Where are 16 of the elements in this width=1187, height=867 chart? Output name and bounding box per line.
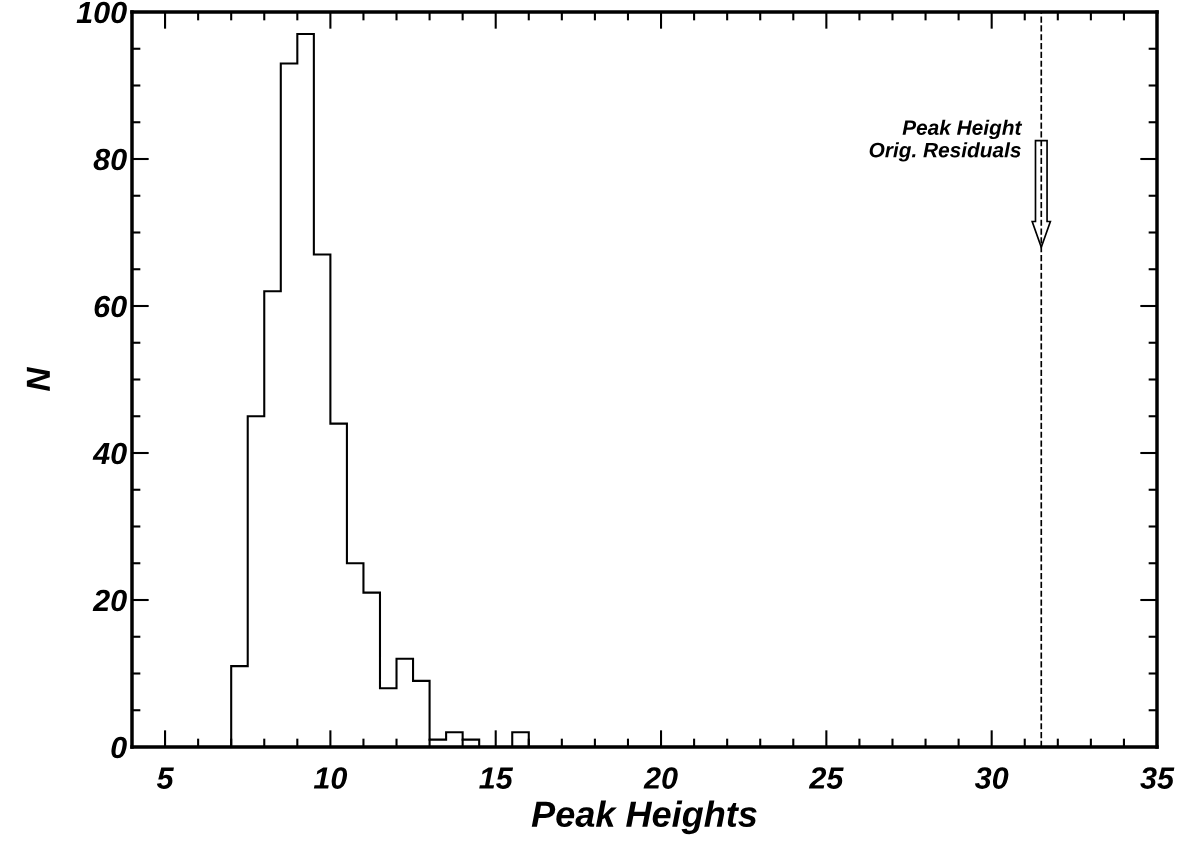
x-tick-label: 20 bbox=[643, 767, 678, 789]
x-tick-label: 35 bbox=[1140, 767, 1175, 789]
x-tick-label: 5 bbox=[156, 767, 174, 789]
y-tick-label: 20 bbox=[92, 589, 127, 612]
x-axis-title: Peak Heights bbox=[531, 800, 757, 835]
x-tick-label: 30 bbox=[974, 767, 1009, 789]
x-tick-label: 15 bbox=[479, 767, 514, 789]
y-tick-label: 100 bbox=[76, 1, 127, 24]
x-tick-label: 10 bbox=[313, 767, 348, 789]
y-axis-title: N bbox=[26, 366, 50, 391]
y-tick-label: 40 bbox=[92, 442, 127, 465]
y-tick-label: 60 bbox=[94, 295, 127, 318]
y-tick-label: 0 bbox=[111, 736, 127, 759]
ref-line-label: Peak Height Orig. Residuals bbox=[869, 119, 1023, 162]
x-tick-label: 25 bbox=[808, 767, 844, 789]
y-tick-label: 80 bbox=[93, 148, 127, 171]
